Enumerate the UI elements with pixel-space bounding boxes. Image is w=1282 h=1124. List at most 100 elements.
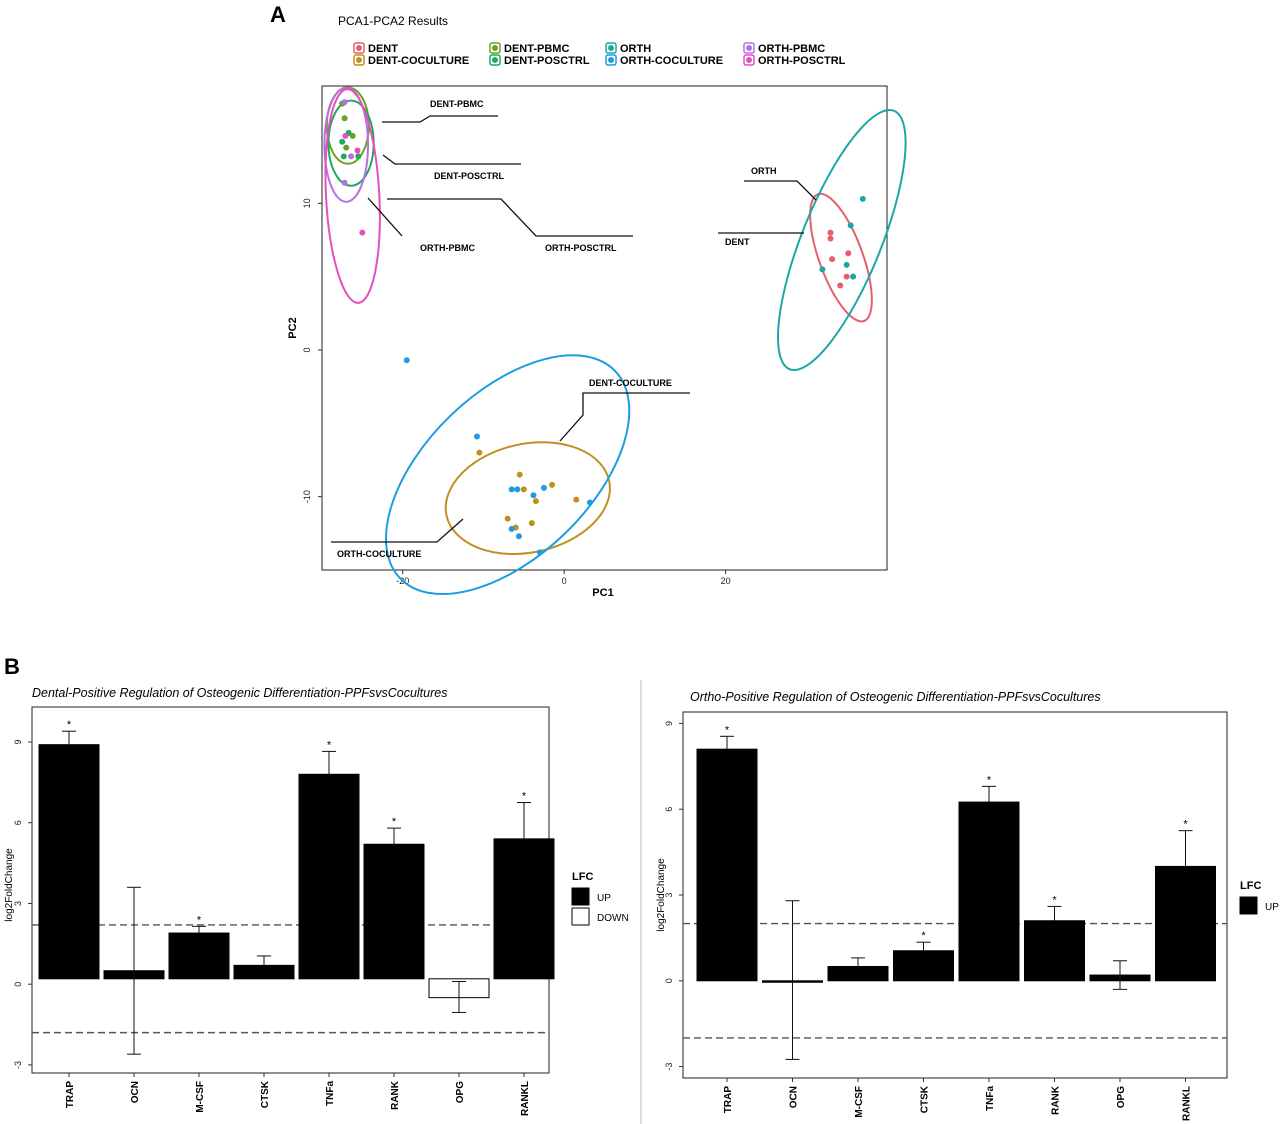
- point-dent-coculture: [532, 498, 539, 505]
- annotation-line-dent-pbmc: [382, 115, 498, 123]
- dental-bar-rankl: [493, 838, 555, 980]
- point-orth-pbmc: [341, 179, 348, 186]
- panel-a-letter: A: [270, 2, 286, 27]
- ellipse-dent-coculture: [444, 441, 611, 555]
- annotation-label-orth-coculture: ORTH-COCULTURE: [337, 549, 421, 559]
- point-orth-coculture: [536, 549, 543, 556]
- pca-ellipses: [323, 86, 907, 596]
- legend-key-dent-coculture: [353, 54, 365, 66]
- legend-key-dent-pbmc: [489, 42, 501, 54]
- dental-y-axis-label: log2FoldChange: [4, 848, 15, 922]
- ortho-bar-m-csf: [827, 965, 889, 982]
- pca-annotations: DENT-PBMC DENT-POSCTRL ORTH-PBMC ORTH-POSCT…: [331, 99, 817, 559]
- point-orth-coculture: [586, 499, 593, 506]
- legend-dot-dent-posctrl: [492, 57, 498, 63]
- annotation-label-orth-posctrl: ORTH-POSCTRL: [545, 243, 617, 253]
- ellipse-orth-pbmc: [323, 86, 370, 203]
- ortho-y-tick-label: 9: [664, 721, 674, 726]
- annotation-label-dent-posctrl: DENT-POSCTRL: [434, 171, 505, 181]
- point-dent-coculture: [573, 496, 580, 503]
- point-orth-pbmc: [348, 153, 355, 160]
- pca-plot-frame: [321, 85, 888, 571]
- ortho-legend-key-up: [1239, 896, 1258, 915]
- pca-y-tick-label: 10: [302, 198, 312, 208]
- dental-legend-label-down: DOWN: [597, 913, 629, 924]
- annotation-line-orth-coculture: [331, 518, 464, 543]
- dental-x-tick-label-rankl: RANKL: [520, 1081, 531, 1116]
- dental-bar-tnfa: [298, 773, 360, 980]
- point-orth-posctrl: [342, 132, 349, 139]
- annotation-label-dent-coculture: DENT-COCULTURE: [589, 378, 672, 388]
- pca-x-tick-label: 0: [562, 576, 567, 586]
- dental-legend-key-up: [571, 887, 590, 906]
- dental-y-tick-label: 9: [13, 739, 23, 744]
- ortho-bar-tnfa: [958, 801, 1020, 982]
- legend-label-dent: DENT: [368, 43, 398, 55]
- annotation-label-dent: DENT: [725, 237, 750, 247]
- dental-y-tick-label: 3: [13, 901, 23, 906]
- dental-y-tick-label: 6: [13, 820, 23, 825]
- ortho-significance-tnfa: *: [987, 774, 992, 786]
- dental-x-tick-label-ctsk: CTSK: [260, 1080, 271, 1108]
- point-orth: [847, 222, 854, 229]
- ortho-y-axis-label: log2FoldChange: [656, 858, 667, 932]
- dental-significance-rank: *: [392, 816, 397, 828]
- annotation-label-orth-pbmc: ORTH-PBMC: [420, 243, 475, 253]
- dental-x-tick-label-m-csf: M-CSF: [195, 1081, 206, 1113]
- point-orth-coculture: [515, 533, 522, 540]
- point-dent: [845, 250, 852, 257]
- ortho-plot-frame: [682, 711, 1228, 1079]
- ortho-x-tick-label-m-csf: M-CSF: [854, 1086, 865, 1118]
- pca-x-tick-label: 20: [721, 576, 731, 586]
- point-dent-coculture: [528, 520, 535, 527]
- annotation-line-dent-posctrl: [382, 154, 521, 165]
- dental-significance-tnfa: *: [327, 739, 332, 751]
- point-orth-pbmc: [341, 99, 348, 106]
- pca-title: PCA1-PCA2 Results: [338, 14, 448, 28]
- ortho-x-tick-label-tnfa: TNFa: [985, 1086, 996, 1111]
- ortho-x-tick-label-trap: TRAP: [723, 1086, 734, 1114]
- point-dent: [827, 229, 834, 236]
- dental-x-tick-label-tnfa: TNFa: [325, 1081, 336, 1106]
- ortho-bar-trap: [696, 748, 758, 982]
- legend-label-orth-coculture: ORTH-COCULTURE: [620, 55, 723, 67]
- point-dent-coculture: [504, 515, 511, 522]
- dental-significance-m-csf: *: [197, 914, 202, 926]
- point-dent: [843, 273, 850, 280]
- ortho-lfc-legend: LFC UP: [1239, 880, 1279, 915]
- point-dent-coculture: [520, 486, 527, 493]
- legend-key-orth-coculture: [605, 54, 617, 66]
- legend-label-dent-posctrl: DENT-POSCTRL: [504, 55, 590, 67]
- legend-dot-dent-coculture: [356, 57, 362, 63]
- ortho-x-tick-label-ocn: OCN: [789, 1086, 800, 1108]
- legend-dot-orth-pbmc: [746, 45, 752, 51]
- ellipse-dent: [809, 192, 873, 323]
- ortho-bar-rank: [1024, 920, 1085, 982]
- ortho-x-tick-label-opg: OPG: [1116, 1086, 1127, 1108]
- dental-x-tick-label-opg: OPG: [455, 1081, 466, 1103]
- point-orth-coculture: [403, 357, 410, 364]
- ortho-bar-ctsk: [893, 950, 954, 982]
- legend-key-orth: [605, 42, 617, 54]
- annotation-line-orth-posctrl: [387, 198, 633, 237]
- dental-legend-label-up: UP: [597, 893, 611, 904]
- dental-bar-rank: [363, 843, 425, 980]
- ortho-x-tick-label-rank: RANK: [1051, 1085, 1062, 1115]
- legend-dot-orth-posctrl: [746, 57, 752, 63]
- ortho-y-tick-label: -3: [664, 1063, 674, 1071]
- ortho-x-tick-label-ctsk: CTSK: [920, 1085, 931, 1113]
- legend-label-orth: ORTH: [620, 43, 651, 55]
- ortho-bar-chart: -3 0 3 6 9 * TRAP OCN M-CSF * CTSK * TNFa * RANK OPG * RA…: [664, 721, 1227, 1121]
- point-orth-coculture: [530, 492, 537, 499]
- dental-legend-title: LFC: [572, 871, 593, 883]
- point-orth: [819, 266, 826, 273]
- point-dent-pbmc: [343, 144, 350, 151]
- annotation-line-orth: [744, 180, 817, 201]
- point-dent-posctrl: [340, 153, 347, 160]
- dental-bar-chart: -3 0 3 6 9 * TRAP OCN * M-CSF CTSK * TNFa * RANK OPG * RA…: [13, 719, 555, 1116]
- pca-points: [339, 99, 866, 556]
- legend-label-orth-pbmc: ORTH-PBMC: [758, 43, 825, 55]
- legend-dot-dent: [356, 45, 362, 51]
- ortho-y-tick-label: 6: [664, 807, 674, 812]
